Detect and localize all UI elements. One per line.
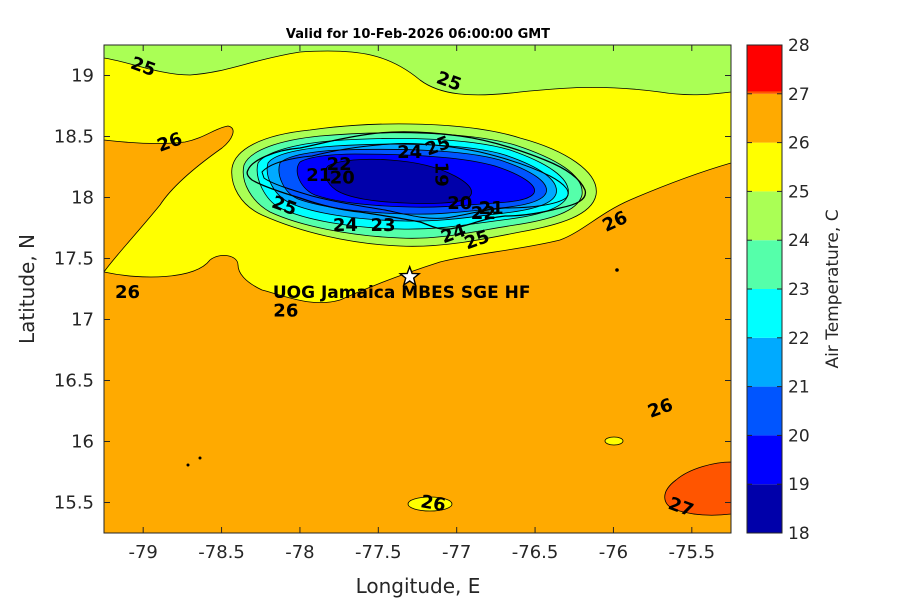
x-tick-label: -78 (285, 542, 314, 563)
colorbar-segment (747, 240, 782, 289)
contour-label: 24 (333, 215, 358, 236)
plot-frame (103, 44, 732, 534)
x-tick-label: -78.5 (198, 542, 245, 563)
colorbar-label: Air Temperature, C (823, 209, 843, 368)
band-18-19 (324, 158, 472, 204)
y-tick-label: 18.5 (54, 127, 94, 148)
colorbar-tick-label: 23 (788, 280, 810, 300)
x-axis-label: Longitude, E (356, 574, 481, 598)
colorbar-tick-label: 22 (788, 329, 810, 349)
y-tick-label: 18 (71, 188, 94, 209)
x-tick-label: -75.5 (669, 542, 716, 563)
contour-label: 24 (397, 142, 422, 163)
y-axis-label: Latitude, N (15, 234, 39, 344)
colorbar: 18 19 20 21 22 23 24 25 26 27 28 (746, 36, 810, 544)
contour-label: 20 (447, 193, 472, 214)
islet-a (186, 463, 190, 467)
x-tick-label: -76.5 (512, 542, 559, 563)
colorbar-tick-label: 24 (788, 231, 810, 251)
colorbar-segment (747, 289, 782, 338)
band-26-27 (104, 125, 731, 533)
colorbar-segment (747, 191, 782, 241)
y-tick-label: 15.5 (54, 493, 94, 514)
contour-label: 21 (479, 198, 504, 219)
contour-label: 23 (370, 215, 395, 236)
colorbar-segment-top (747, 45, 782, 92)
islet-c (615, 268, 619, 272)
colorbar-segment (747, 435, 782, 485)
y-tick-label: 17 (71, 310, 94, 331)
blob-25-26-b (407, 496, 453, 512)
contour-label: 26 (419, 491, 447, 516)
contour-label: 22 (471, 203, 496, 224)
colorbar-tick-label: 25 (788, 182, 810, 202)
islet-b (198, 456, 202, 460)
chart-title: Valid for 10-Feb-2026 06:00:00 GMT (286, 27, 550, 42)
colorbar-tick-label: 26 (788, 134, 810, 154)
contour-label: 26 (115, 282, 140, 303)
coastline-jamaica (246, 131, 587, 230)
colorbar-segment (747, 93, 782, 143)
plot-area (104, 45, 731, 533)
x-tick-label: -77 (442, 542, 471, 563)
colorbar-tick-label: 27 (788, 85, 810, 105)
colorbar-segment (747, 142, 782, 192)
site-star-icon (398, 264, 422, 287)
contour-label: 19 (431, 162, 452, 187)
blob-25-26-a (604, 436, 624, 446)
y-axis: 15.5 16 16.5 17 17.5 18 18.5 19 (54, 66, 731, 514)
colorbar-tick-label: 21 (788, 378, 810, 398)
colorbar-tick-label: 28 (788, 36, 810, 56)
site-label: UOG Jamaica MBES SGE HF (273, 283, 531, 303)
colorbar-segment (747, 484, 782, 533)
contour-label: 20 (330, 167, 355, 188)
y-tick-label: 16.5 (54, 371, 94, 392)
colorbar-tick-label: 19 (788, 475, 810, 495)
coastline-jamaica-inner (261, 142, 569, 219)
contour-label: 22 (327, 154, 352, 175)
colorbar-segment (747, 386, 782, 436)
band-24-25-north (104, 45, 731, 96)
contour-label: 26 (273, 300, 298, 321)
colorbar-segment (747, 337, 782, 387)
y-tick-label: 17.5 (54, 249, 94, 270)
band-27-28 (664, 461, 731, 516)
x-tick-label: -77.5 (355, 542, 402, 563)
contour-label: 21 (306, 165, 331, 186)
x-tick-label: -76 (599, 542, 628, 563)
y-tick-label: 19 (71, 66, 94, 87)
y-tick-label: 16 (71, 432, 94, 453)
x-tick-label: -79 (128, 542, 157, 563)
colorbar-tick-label: 20 (788, 426, 810, 446)
x-axis: -79 -78.5 -78 -77.5 -77 -76.5 -76 -75.5 (128, 45, 715, 563)
colorbar-tick-label: 18 (788, 524, 810, 544)
